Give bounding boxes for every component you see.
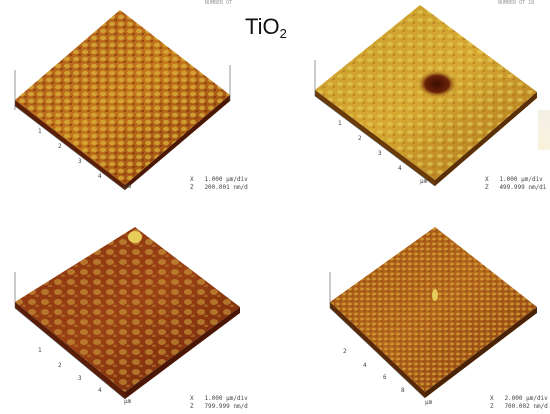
axis-unit: µm [420,178,428,185]
tick-4: 4 [363,362,367,369]
tick-2: 2 [58,362,62,369]
afm-surface-3 [14,227,240,400]
scale-x: X 2.000 µm/div [490,395,548,402]
afm-panel-3: 1 2 3 4 µm X 1.000 µm/div Z 799.999 nm/d [0,207,275,414]
tick-2: 2 [343,348,347,355]
afm-panel-1: 1 2 3 4 µm X 1.000 µm/div Z 200.001 nm/d [0,0,275,207]
afm-panel-2: 1 2 3 4 µm X 1.000 µm/div Z 499.999 nm/d… [275,0,550,207]
scale-z: Z 799.999 nm/d [190,403,248,410]
axis-unit: µm [425,399,433,406]
surface-side-left [15,100,125,190]
tick-8: 8 [401,387,405,394]
tick-1: 1 [38,347,42,354]
tick-3: 3 [378,150,382,157]
tick-1: 1 [338,120,342,127]
figure-title: TiO2 [245,14,287,41]
tick-1: 1 [38,128,42,135]
axis-unit: µm [124,183,132,190]
surface-side-right [125,95,230,190]
tick-2: 2 [58,143,62,150]
scale-x: X 1.000 µm/div [485,176,543,183]
panel-1-header: NUMBER OT [205,0,233,6]
scale-x: X 1.000 µm/div [190,395,248,402]
scale-x: X 1.000 µm/div [190,176,248,183]
axis-unit: µm [124,398,132,405]
tick-6: 6 [383,374,387,381]
scale-z: Z 700.002 nm/d [490,403,548,410]
tick-4: 4 [98,387,102,394]
scale-z: Z 200.001 nm/d [190,184,248,191]
scale-z: Z 499.999 nm/di [485,184,547,191]
edge-artifact [538,110,550,150]
afm-surface-2 [314,5,537,187]
panel-2-header: NUMBER OT 18 [498,0,535,6]
tick-4: 4 [398,165,402,172]
tick-4: 4 [98,173,102,180]
surface-pit [417,70,457,98]
afm-surface-1 [14,10,231,191]
afm-panel-4: 2 4 6 8 µm X 2.000 µm/div Z 700.002 nm/d [275,207,550,414]
tick-2: 2 [358,135,362,142]
afm-surface-4 [329,227,537,399]
tick-3: 3 [78,158,82,165]
tick-3: 3 [78,375,82,382]
